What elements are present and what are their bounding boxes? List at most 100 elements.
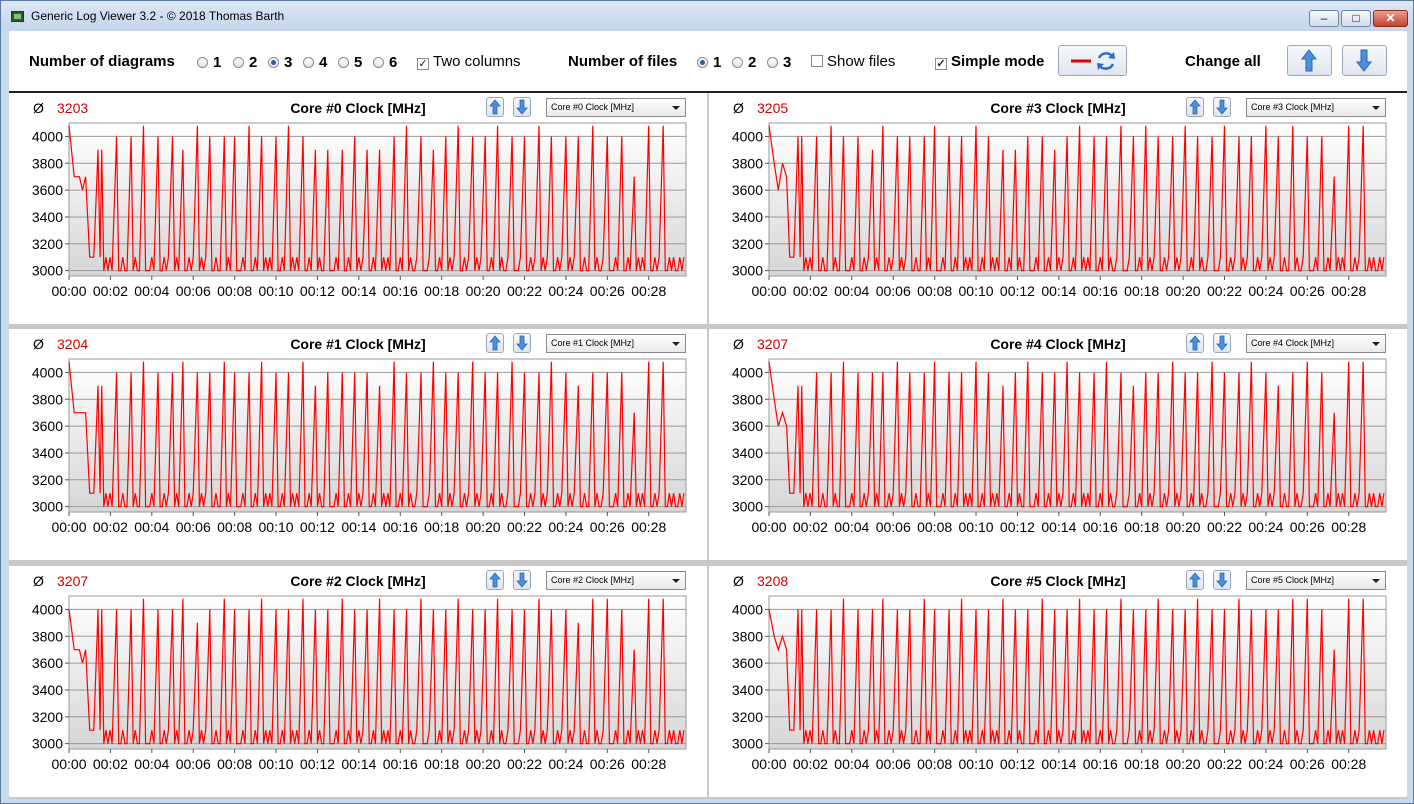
move-down-button[interactable]: [1213, 570, 1231, 590]
diagrams-radio-5[interactable]: 5: [338, 54, 362, 71]
move-down-button[interactable]: [513, 570, 531, 590]
x-tick-label: 00:14: [341, 283, 376, 299]
radio-button-icon[interactable]: [767, 57, 778, 68]
series-select[interactable]: Core #4 Clock [MHz]: [1246, 334, 1386, 353]
x-tick-label: 00:06: [876, 519, 911, 535]
files-radio-3[interactable]: 3: [767, 54, 791, 71]
checkbox-checked-icon[interactable]: ✓: [935, 58, 947, 70]
series-select[interactable]: Core #3 Clock [MHz]: [1246, 98, 1386, 117]
y-tick-label: 3800: [732, 391, 763, 407]
radio-button-icon[interactable]: [732, 57, 743, 68]
move-up-button[interactable]: [486, 333, 504, 353]
files-radio-2[interactable]: 2: [732, 54, 756, 71]
x-tick-label: 00:06: [176, 519, 211, 535]
x-tick-label: 00:10: [959, 283, 994, 299]
x-tick-label: 00:00: [751, 756, 786, 772]
move-down-button[interactable]: [1213, 97, 1231, 117]
simple-mode-checkbox[interactable]: ✓ Simple mode: [935, 53, 1045, 70]
diagrams-radio-3[interactable]: 3: [268, 54, 292, 71]
diagram-panel: Ø 3204 Core #1 Clock [MHz] Core #1 Clock [M…: [9, 329, 707, 560]
checkbox-checked-icon[interactable]: ✓: [417, 58, 429, 70]
move-up-button[interactable]: [486, 97, 504, 117]
close-button[interactable]: ✕: [1373, 10, 1408, 27]
diagram-panel: Ø 3207 Core #2 Clock [MHz] Core #2 Clock [M…: [9, 566, 707, 797]
series-select[interactable]: Core #5 Clock [MHz]: [1246, 571, 1386, 590]
clock-series-line: [68, 598, 685, 745]
clock-series-line: [768, 125, 1385, 272]
x-tick-label: 00:28: [1331, 519, 1366, 535]
series-select[interactable]: Core #2 Clock [MHz]: [546, 571, 686, 590]
x-tick-label: 00:18: [1124, 283, 1159, 299]
x-tick-label: 00:08: [917, 283, 952, 299]
diagrams-radio-2[interactable]: 2: [233, 54, 257, 71]
x-tick-label: 00:28: [631, 756, 666, 772]
x-tick-label: 00:14: [1041, 519, 1076, 535]
move-up-button[interactable]: [1186, 333, 1204, 353]
diagrams-radio-4[interactable]: 4: [303, 54, 327, 71]
radio-button-icon[interactable]: [373, 57, 384, 68]
average-symbol: Ø: [733, 573, 744, 589]
x-tick-label: 00:04: [134, 756, 169, 772]
x-tick-label: 00:04: [134, 283, 169, 299]
x-tick-label: 00:04: [834, 519, 869, 535]
two-columns-checkbox[interactable]: ✓ Two columns: [417, 53, 521, 70]
radio-button-selected-icon[interactable]: [268, 57, 279, 68]
x-tick-label: 00:22: [507, 283, 542, 299]
x-tick-label: 00:00: [51, 756, 86, 772]
arrow-up-icon: [1189, 572, 1201, 588]
x-tick-label: 00:26: [1290, 283, 1325, 299]
move-down-button[interactable]: [513, 97, 531, 117]
number-of-files-label: Number of files: [568, 53, 678, 70]
show-files-checkbox[interactable]: Show files: [811, 53, 895, 70]
clock-series-line: [768, 598, 1385, 745]
move-up-button[interactable]: [486, 570, 504, 590]
radio-button-selected-icon[interactable]: [697, 57, 708, 68]
y-tick-label: 3200: [732, 709, 763, 725]
title-bar[interactable]: Generic Log Viewer 3.2 - © 2018 Thomas B…: [1, 1, 1413, 31]
clock-series-line: [68, 361, 685, 508]
x-tick-label: 00:12: [1000, 756, 1035, 772]
move-up-button[interactable]: [1186, 570, 1204, 590]
x-tick-label: 00:18: [1124, 519, 1159, 535]
diagrams-radio-1[interactable]: 1: [197, 54, 221, 71]
radio-button-icon[interactable]: [197, 57, 208, 68]
average-symbol: Ø: [33, 573, 44, 589]
move-down-button[interactable]: [513, 333, 531, 353]
x-tick-label: 00:08: [917, 756, 952, 772]
move-down-button[interactable]: [1213, 333, 1231, 353]
files-radio-1[interactable]: 1: [697, 54, 721, 71]
y-tick-label: 3600: [732, 182, 763, 198]
diagram-panel: Ø 3205 Core #3 Clock [MHz] Core #3 Clock [M…: [709, 93, 1407, 324]
average-value: 3207: [57, 573, 89, 589]
toolbar-separator: [9, 91, 1407, 93]
average-symbol: Ø: [733, 336, 744, 352]
radio-button-icon[interactable]: [303, 57, 314, 68]
change-all-up-button[interactable]: [1287, 45, 1332, 76]
window-title: Generic Log Viewer 3.2 - © 2018 Thomas B…: [31, 9, 285, 23]
average-value: 3203: [57, 100, 89, 116]
x-tick-label: 00:16: [383, 756, 418, 772]
x-tick-label: 00:12: [1000, 519, 1035, 535]
average-symbol: Ø: [33, 336, 44, 352]
series-select[interactable]: Core #0 Clock [MHz]: [546, 98, 686, 117]
maximize-button[interactable]: □: [1341, 10, 1371, 27]
diagrams-radio-6[interactable]: 6: [373, 54, 397, 71]
arrow-down-icon: [516, 335, 528, 351]
y-tick-label: 4000: [732, 601, 763, 617]
radio-button-icon[interactable]: [233, 57, 244, 68]
checkbox-unchecked-icon[interactable]: [811, 55, 823, 67]
series-select[interactable]: Core #1 Clock [MHz]: [546, 334, 686, 353]
x-tick-label: 00:00: [751, 283, 786, 299]
x-tick-label: 00:14: [1041, 756, 1076, 772]
move-up-button[interactable]: [1186, 97, 1204, 117]
radio-button-icon[interactable]: [338, 57, 349, 68]
y-tick-label: 4000: [32, 128, 63, 144]
minimize-button[interactable]: ‒: [1309, 10, 1339, 27]
y-tick-label: 3800: [32, 628, 63, 644]
y-tick-label: 3200: [732, 236, 763, 252]
change-all-down-button[interactable]: [1342, 45, 1387, 76]
x-tick-label: 00:16: [1083, 283, 1118, 299]
x-tick-label: 00:10: [259, 756, 294, 772]
line-color-swap-button[interactable]: [1058, 45, 1127, 76]
arrow-up-icon: [1189, 335, 1201, 351]
